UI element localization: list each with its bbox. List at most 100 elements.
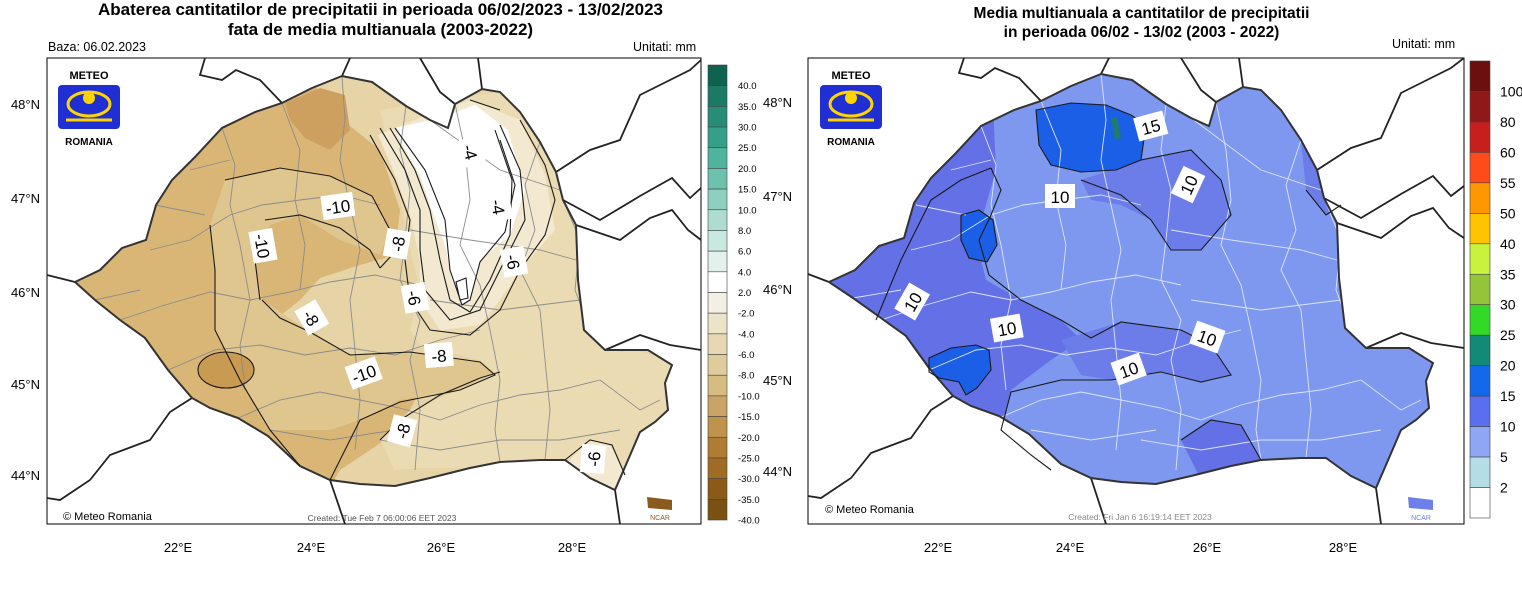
left-contour-label-group: -10 -10 -4 -4 -8 -6 bbox=[248, 135, 607, 474]
left-created: Created: Tue Feb 7 06:00:06 EET 2023 bbox=[308, 513, 457, 523]
right-legend-label: 50 bbox=[1500, 205, 1516, 221]
right-legend-label: 2 bbox=[1500, 480, 1508, 496]
left-lat-44: 44°N bbox=[11, 468, 40, 483]
left-legend-swatch bbox=[707, 230, 728, 252]
right-lon-labels: 22°E 24°E 26°E 28°E bbox=[924, 540, 1358, 555]
right-lat-44: 44°N bbox=[763, 464, 792, 479]
svg-text:-4: -4 bbox=[458, 142, 480, 162]
right-legend-label: 30 bbox=[1500, 297, 1516, 313]
left-contour-label-10: -10 bbox=[344, 356, 383, 390]
right-created: Created: Fri Jan 6 16:19:14 EET 2023 bbox=[1068, 512, 1212, 522]
svg-text:-6: -6 bbox=[584, 451, 604, 468]
svg-text:ROMANIA: ROMANIA bbox=[65, 137, 113, 148]
left-legend-label: 30.0 bbox=[738, 123, 757, 134]
left-lat-48: 48°N bbox=[11, 97, 40, 112]
left-lon-labels: 22°E 24°E 26°E 28°E bbox=[164, 540, 587, 555]
right-contour-label-4: 10 bbox=[894, 282, 931, 321]
right-lat-45: 45°N bbox=[763, 373, 792, 388]
right-map-svg: 15 10 10 10 10 10 bbox=[763, 57, 1522, 555]
left-legend-label: -15.0 bbox=[738, 412, 760, 423]
right-legend-swatch bbox=[1469, 365, 1491, 397]
left-legend-swatch bbox=[707, 354, 728, 376]
left-legend-swatch bbox=[707, 312, 728, 335]
left-title: Abaterea cantitatilor de precipitatii in… bbox=[0, 0, 761, 40]
left-title-line2: fata de media multianuala (2003-2022) bbox=[227, 20, 534, 39]
left-legend-swatch bbox=[707, 395, 728, 417]
svg-text:-10: -10 bbox=[325, 196, 352, 218]
right-legend-swatch bbox=[1469, 60, 1491, 92]
left-legend-label: 40.0 bbox=[738, 81, 757, 92]
left-legend-label: -40.0 bbox=[738, 516, 760, 527]
left-legend-swatch bbox=[707, 499, 728, 521]
left-panel: Abaterea cantitatilor de precipitatii in… bbox=[0, 0, 761, 555]
left-legend: 40.0 35.0 30.0 25.0 20.0 15.0 10.0 8.0 6.0 4.0 2.0… bbox=[707, 64, 760, 527]
left-legend-swatch bbox=[707, 85, 728, 107]
right-legend-swatch bbox=[1469, 243, 1491, 275]
svg-text:-10: -10 bbox=[250, 232, 273, 260]
left-legend-label: 25.0 bbox=[738, 143, 757, 154]
right-lat-labels: 48°N 47°N 46°N 45°N 44°N bbox=[763, 95, 792, 479]
right-title-line2: in perioada 06/02 - 13/02 (2003 - 2022) bbox=[1003, 24, 1280, 41]
left-legend-label: 6.0 bbox=[738, 247, 751, 258]
right-legend: 100 80 60 55 50 40 35 30 25 20 15 10 5 2 bbox=[1469, 60, 1522, 519]
left-lat-45: 45°N bbox=[11, 377, 40, 392]
left-legend-swatch bbox=[707, 333, 728, 355]
left-units-label: Unitati: mm bbox=[633, 40, 697, 54]
right-legend-swatch bbox=[1469, 152, 1491, 184]
left-legend-swatch bbox=[707, 457, 728, 479]
left-contour-label-2: -10 bbox=[248, 227, 278, 264]
right-lon-28: 28°E bbox=[1329, 540, 1358, 555]
left-contour-label-7: -6 bbox=[400, 281, 430, 314]
svg-text:10: 10 bbox=[1051, 188, 1070, 207]
left-contour-label-11: -8 bbox=[386, 414, 418, 448]
left-contour-label-4: -4 bbox=[484, 190, 514, 223]
svg-text:METEO: METEO bbox=[69, 70, 109, 82]
right-legend-label: 5 bbox=[1500, 449, 1508, 465]
left-contour-label-8: -8 bbox=[294, 299, 330, 336]
right-contour-label-2: 10 bbox=[1045, 184, 1075, 208]
left-legend-label: -10.0 bbox=[738, 391, 760, 402]
right-lat-47: 47°N bbox=[763, 189, 792, 204]
left-meteo-logo: METEO ROMANIA bbox=[58, 70, 120, 148]
right-legend-label: 35 bbox=[1500, 266, 1516, 282]
left-lat-46: 46°N bbox=[11, 285, 40, 300]
right-legend-swatch bbox=[1469, 487, 1491, 519]
left-title-line1: Abaterea cantitatilor de precipitatii in… bbox=[97, 0, 664, 19]
left-legend-label: -30.0 bbox=[738, 474, 760, 485]
right-contour-label-6: 10 bbox=[1189, 320, 1226, 354]
svg-text:NCAR: NCAR bbox=[1411, 515, 1431, 522]
left-legend-swatch bbox=[707, 250, 728, 273]
right-contour-label-5: 10 bbox=[989, 313, 1024, 343]
right-legend-label: 15 bbox=[1500, 388, 1516, 404]
left-legend-swatch bbox=[707, 126, 728, 149]
left-legend-label: -25.0 bbox=[738, 453, 760, 464]
left-contour-label-3: -4 bbox=[455, 135, 487, 169]
right-neighbour-borders bbox=[807, 57, 1465, 525]
right-lat-48: 48°N bbox=[763, 95, 792, 110]
left-contour-label-5: -8 bbox=[382, 227, 412, 260]
left-lon-24: 24°E bbox=[297, 540, 326, 555]
svg-text:METEO: METEO bbox=[831, 70, 871, 82]
left-legend-label: 2.0 bbox=[738, 288, 751, 299]
right-legend-label: 10 bbox=[1500, 419, 1516, 435]
left-legend-label: 8.0 bbox=[738, 226, 751, 237]
left-copyright: © Meteo Romania bbox=[63, 511, 153, 523]
left-legend-swatch bbox=[707, 436, 728, 459]
right-units-label: Unitati: mm bbox=[1392, 37, 1456, 51]
svg-text:NCAR: NCAR bbox=[650, 515, 670, 522]
svg-text:10: 10 bbox=[996, 318, 1018, 340]
left-legend-swatch bbox=[707, 106, 728, 128]
left-contour-label-12: -6 bbox=[579, 443, 607, 474]
right-legend-swatch bbox=[1469, 182, 1491, 214]
left-legend-swatch bbox=[707, 168, 728, 190]
right-legend-swatch bbox=[1469, 456, 1491, 488]
right-legend-swatch bbox=[1469, 273, 1491, 306]
right-lat-46: 46°N bbox=[763, 282, 792, 297]
left-neighbour-borders bbox=[46, 57, 702, 525]
svg-text:15: 15 bbox=[1140, 116, 1163, 139]
right-copyright: © Meteo Romania bbox=[825, 504, 915, 516]
left-contour-label-6: -6 bbox=[499, 245, 529, 278]
right-legend-label: 20 bbox=[1500, 358, 1516, 374]
right-lon-24: 24°E bbox=[1056, 540, 1085, 555]
left-legend-swatch bbox=[707, 188, 728, 211]
